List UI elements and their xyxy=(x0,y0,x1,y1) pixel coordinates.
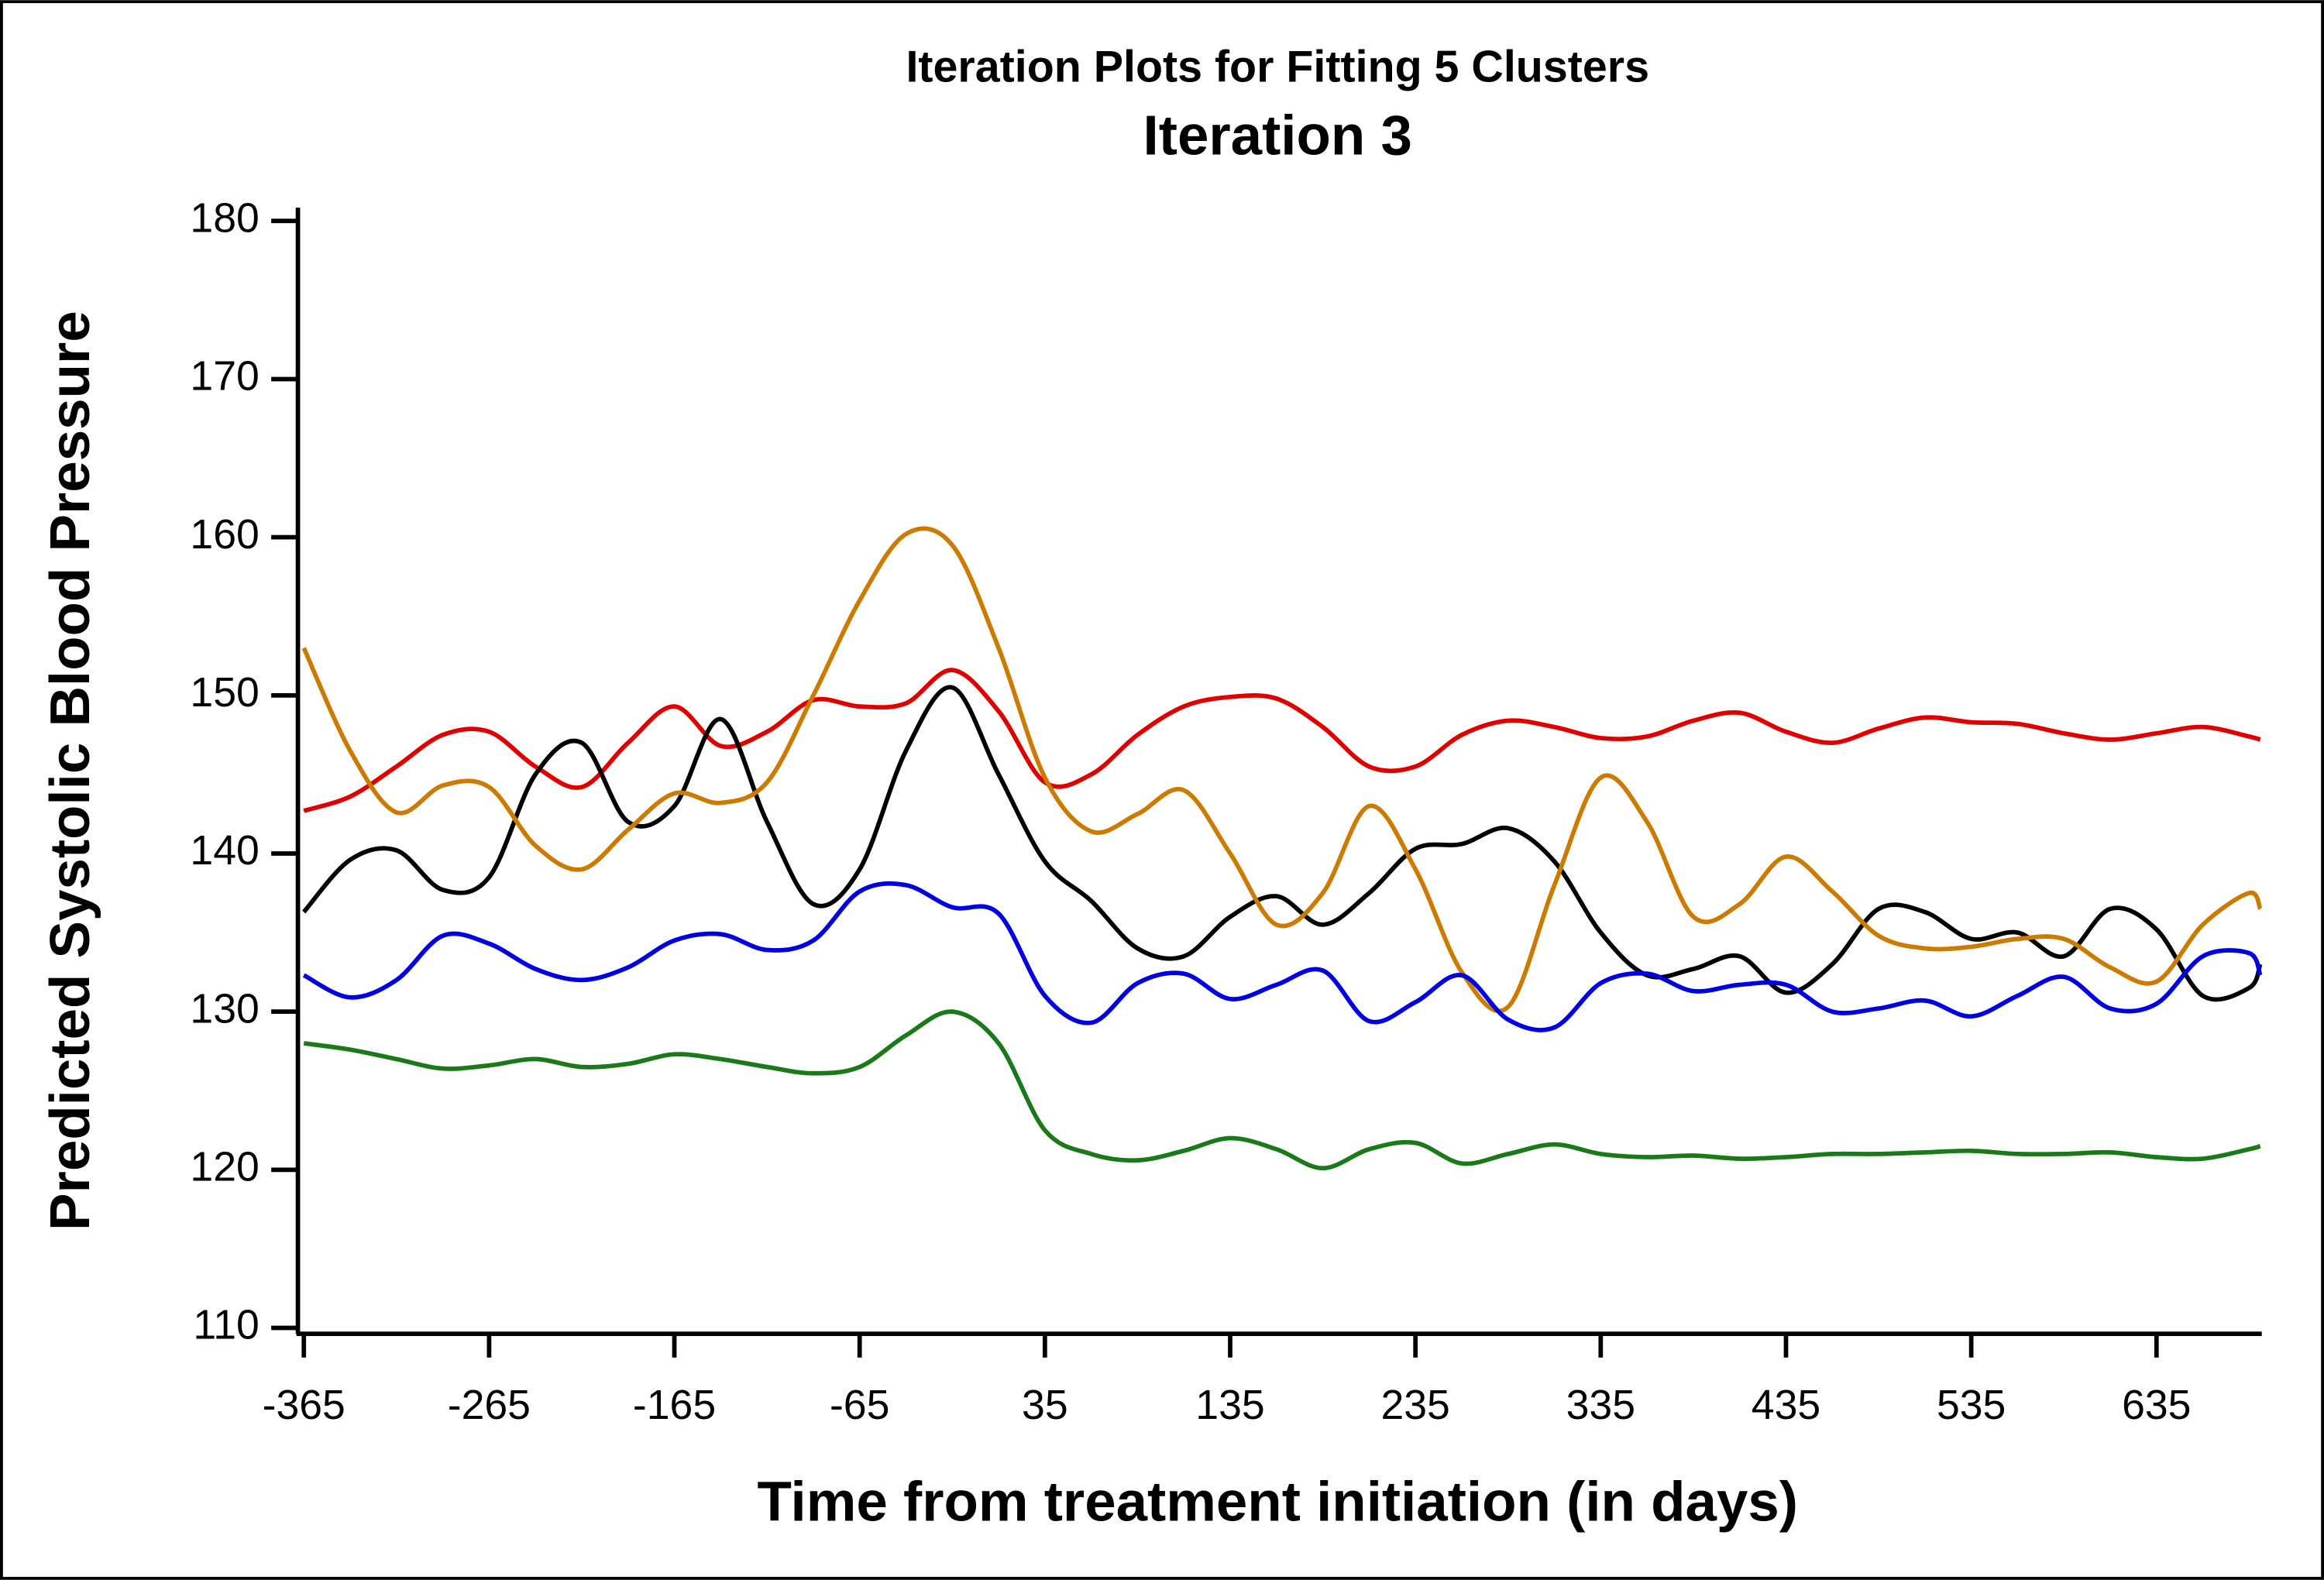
x-axis-label: Time from treatment initiation (in days) xyxy=(757,1470,1798,1533)
series-line xyxy=(303,1009,2261,1171)
y-axis-label: Predicted Systolic Blood Pressure xyxy=(39,311,101,1231)
series-line xyxy=(302,685,2263,1002)
y-tick-label: 150 xyxy=(190,670,259,716)
x-tick-label: 235 xyxy=(1380,1382,1449,1428)
x-tick-label: -65 xyxy=(830,1382,889,1428)
series-line xyxy=(303,668,2261,813)
y-tick-label: 160 xyxy=(190,512,259,558)
x-tick-label: -365 xyxy=(263,1382,346,1428)
y-tick-label: 110 xyxy=(193,1303,259,1348)
chart-subtitle: Iteration 3 xyxy=(1143,104,1412,167)
y-tick-label: 130 xyxy=(190,986,259,1032)
x-tick-label: 635 xyxy=(2122,1382,2191,1428)
x-tick-label: -265 xyxy=(448,1382,531,1428)
x-tick-label: 335 xyxy=(1566,1382,1635,1428)
x-tick-label: 435 xyxy=(1752,1382,1820,1428)
series-line xyxy=(301,526,2263,1014)
y-tick-label: 180 xyxy=(190,195,259,241)
y-tick-label: 170 xyxy=(190,354,259,400)
y-tick-label: 120 xyxy=(190,1144,259,1190)
x-tick-label: 535 xyxy=(1937,1382,2006,1428)
x-tick-label: 135 xyxy=(1195,1382,1264,1428)
x-tick-label: -165 xyxy=(633,1382,716,1428)
y-tick-label: 140 xyxy=(190,828,259,874)
series-line xyxy=(302,881,2263,1032)
x-tick-label: 35 xyxy=(1022,1382,1068,1428)
chart-title: Iteration Plots for Fitting 5 Clusters xyxy=(906,42,1649,91)
